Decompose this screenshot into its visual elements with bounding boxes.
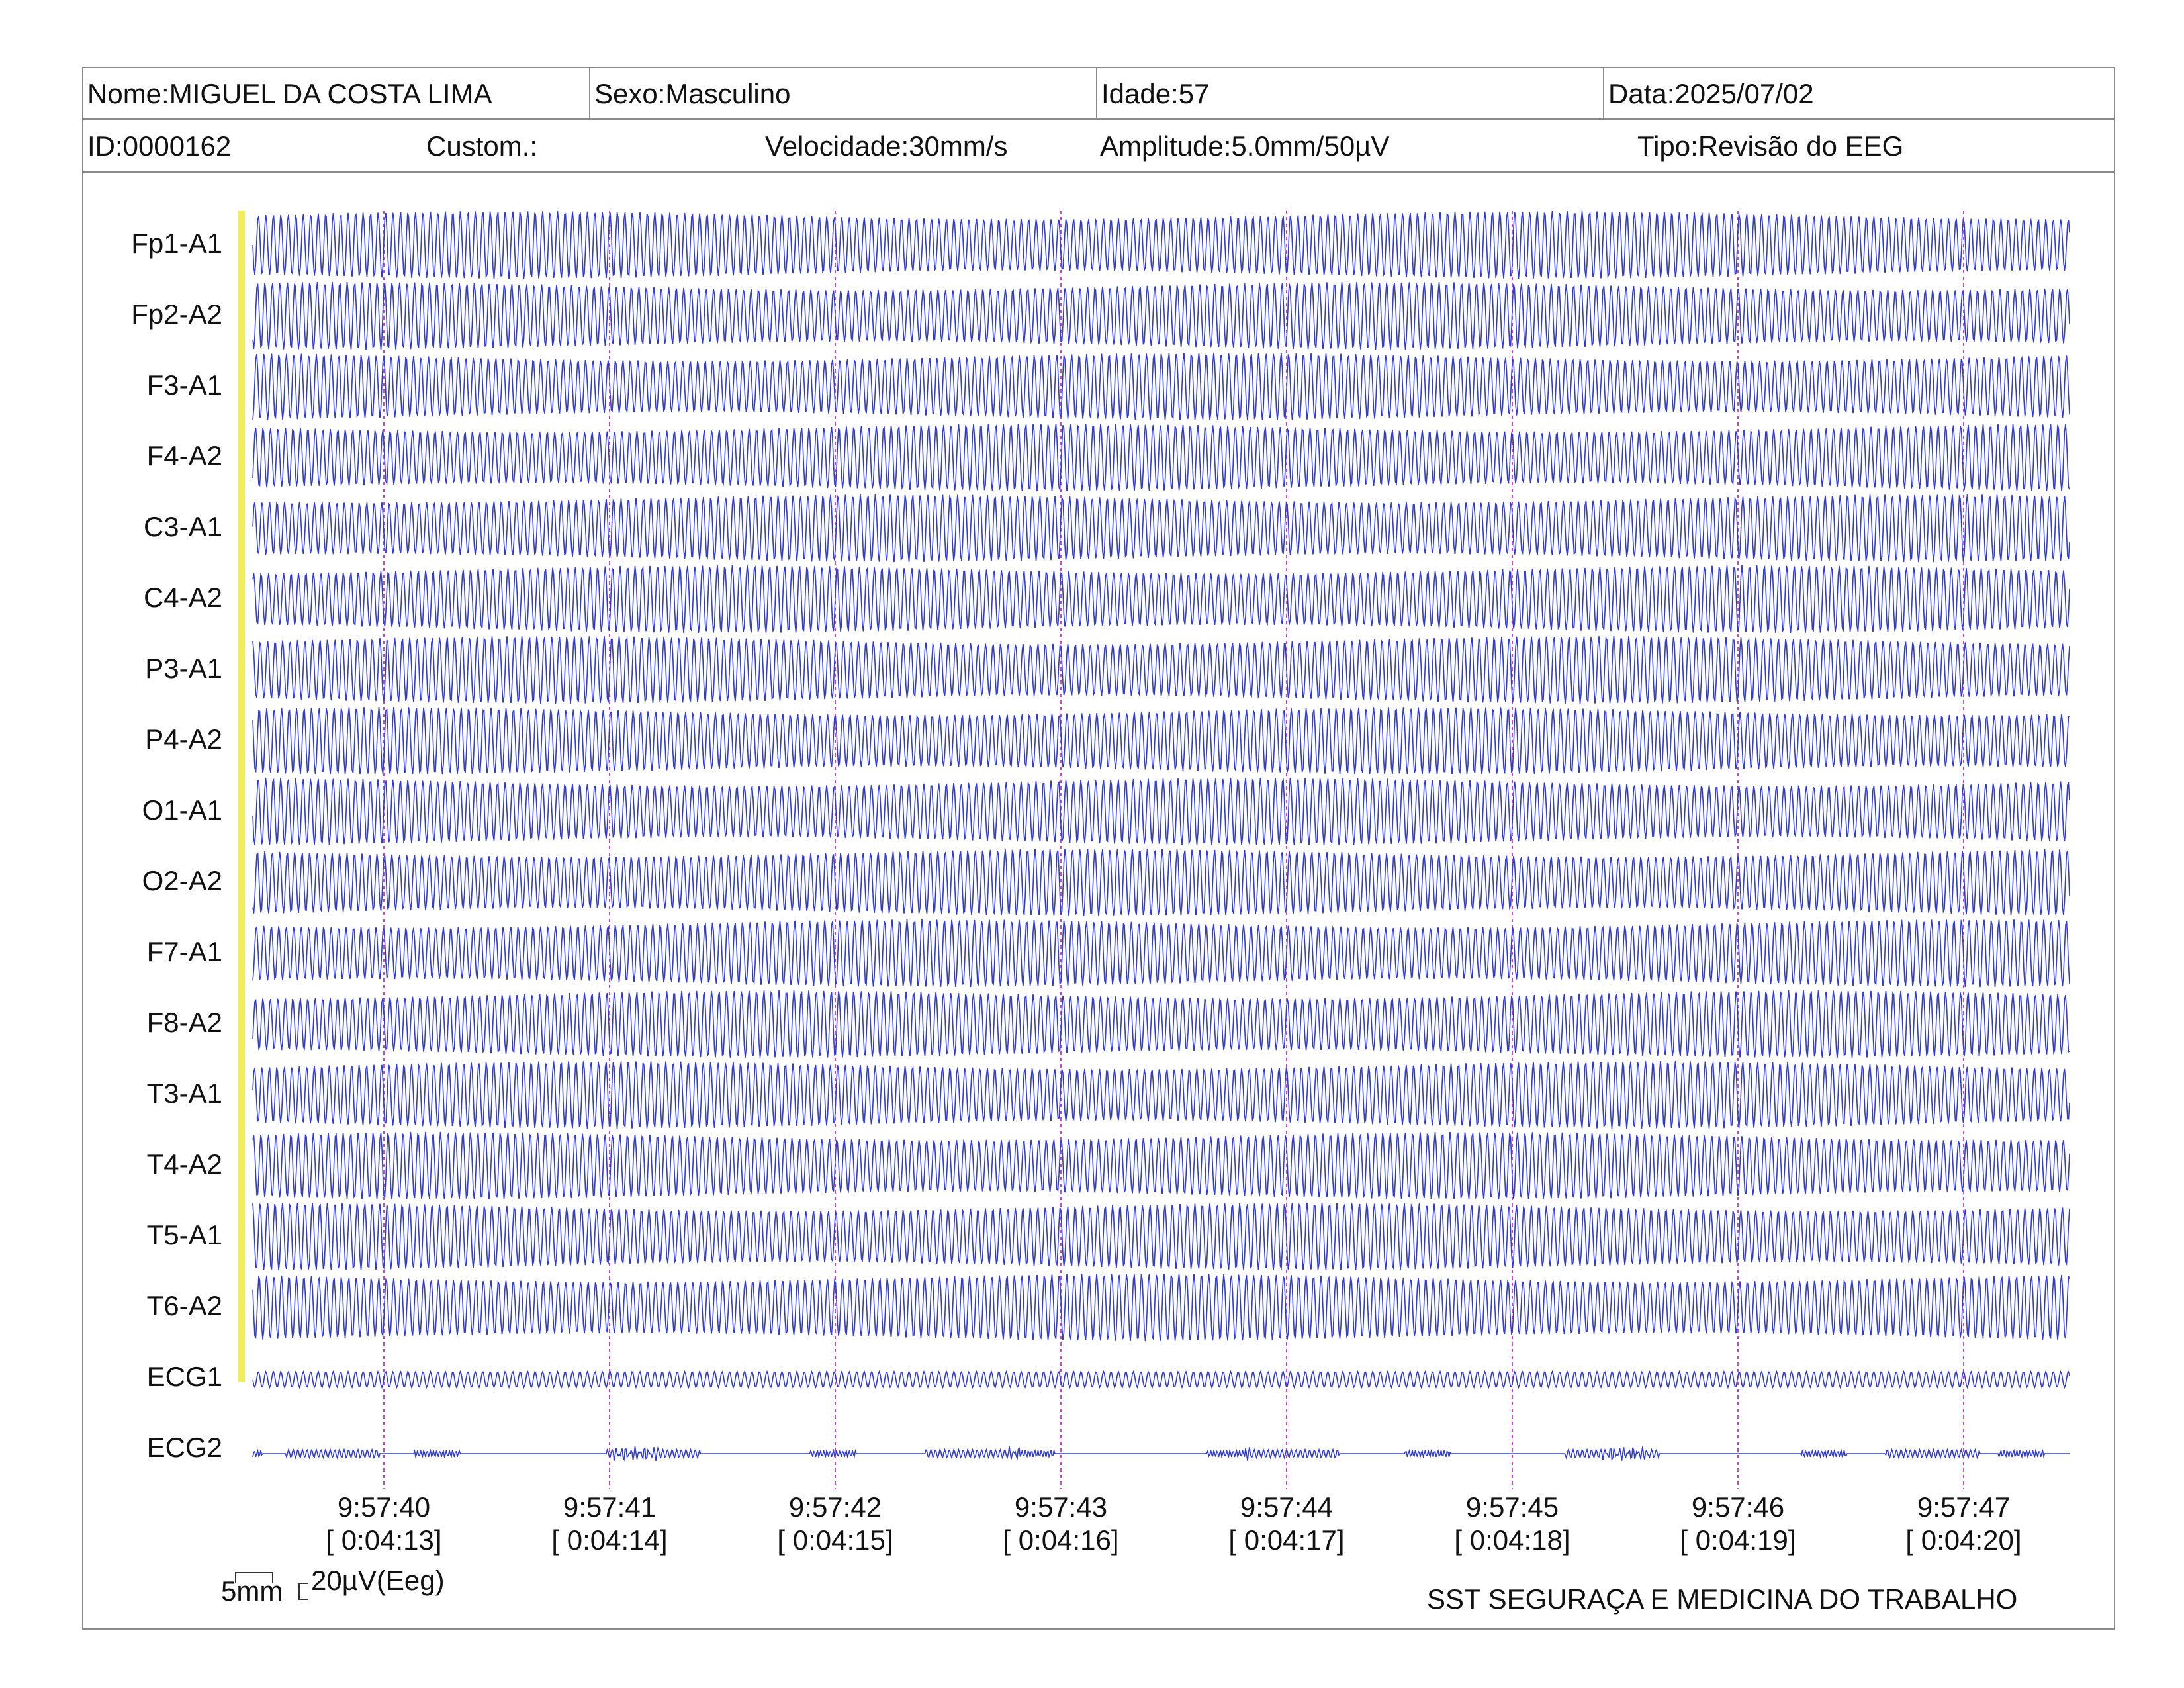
clock-time: 9:57:44 [1240, 1491, 1334, 1523]
trace-t4-a2 [252, 1131, 2070, 1200]
clock-time: 9:57:45 [1465, 1491, 1559, 1523]
elapsed-time: [ 0:04:19] [1680, 1524, 1796, 1556]
trace-t6-a2 [252, 1274, 2070, 1342]
clock-time: 9:57:40 [337, 1491, 431, 1523]
clock-time: 9:57:41 [563, 1491, 657, 1523]
patient-age: Idade:57 [1096, 68, 1603, 118]
trace-ecg1 [252, 1370, 2070, 1389]
elapsed-time: [ 0:04:14] [551, 1524, 668, 1556]
time-label-6: 9:57:45[ 0:04:18] [1433, 1491, 1592, 1557]
time-scale-label: 5mm [221, 1575, 283, 1607]
trace-t3-a1 [252, 1061, 2070, 1129]
trace-f3-a1 [252, 352, 2070, 420]
report-frame: Nome:MIGUEL DA COSTA LIMA Sexo:Masculino… [82, 67, 2115, 1630]
trace-o1-a1 [252, 777, 2070, 845]
clock-time: 9:57:47 [1917, 1491, 2011, 1523]
amplitude-setting: Amplitude:5.0mm/50µV [1100, 130, 1390, 162]
channel-label-ecg1: ECG1 [146, 1361, 222, 1392]
channel-label-f4-a2: F4-A2 [146, 440, 222, 471]
header-row-2: ID:0000162 Custom.: Velocidade:30mm/s Am… [83, 120, 2114, 173]
channel-label-f7-a1: F7-A1 [146, 936, 222, 967]
channel-label-o2-a2: O2-A2 [142, 865, 222, 896]
trace-c4-a2 [252, 565, 2070, 633]
header-row-1: Nome:MIGUEL DA COSTA LIMA Sexo:Masculino… [83, 68, 2114, 120]
time-label-4: 9:57:43[ 0:04:16] [981, 1491, 1140, 1557]
organization-name: SST SEGURAÇA E MEDICINA DO TRABALHO [1427, 1583, 2018, 1615]
channel-label-fp1-a1: Fp1-A1 [131, 228, 222, 259]
trace-ecg2 [252, 1446, 2070, 1462]
trace-fp2-a2 [252, 281, 2070, 350]
patient-name: Nome:MIGUEL DA COSTA LIMA [87, 78, 492, 109]
trace-f4-a2 [252, 424, 2070, 492]
channel-label-fp2-a2: Fp2-A2 [131, 299, 222, 330]
custom-field: Custom.: [426, 130, 538, 162]
exam-date: Data:2025/07/02 [1603, 68, 2115, 118]
trace-fp1-a1 [252, 211, 2070, 279]
channel-label-c4-a2: C4-A2 [143, 582, 222, 613]
time-scale-bracket [235, 1572, 273, 1583]
channel-label-t5-a1: T5-A1 [146, 1219, 222, 1250]
elapsed-time: [ 0:04:17] [1228, 1524, 1345, 1556]
trace-c3-a1 [252, 494, 2070, 563]
channel-label-f3-a1: F3-A1 [146, 369, 222, 400]
time-label-1: 9:57:40[ 0:04:13] [304, 1491, 463, 1557]
channel-label-t3-a1: T3-A1 [146, 1078, 222, 1109]
calibration-strip [238, 211, 245, 1382]
elapsed-time: [ 0:04:13] [326, 1524, 442, 1556]
amplitude-scale-bracket [298, 1583, 308, 1600]
time-label-5: 9:57:44[ 0:04:17] [1207, 1491, 1366, 1557]
channel-label-t6-a2: T6-A2 [146, 1290, 222, 1321]
time-label-8: 9:57:47[ 0:04:20] [1884, 1491, 2043, 1557]
exam-type: Tipo:Revisão do EEG [1637, 130, 1904, 162]
time-label-2: 9:57:41[ 0:04:14] [530, 1491, 689, 1557]
trace-o2-a2 [252, 849, 2070, 917]
trace-t5-a1 [252, 1202, 2070, 1271]
channel-label-t4-a2: T4-A2 [146, 1149, 222, 1180]
elapsed-time: [ 0:04:15] [777, 1524, 893, 1556]
time-label-7: 9:57:46[ 0:04:19] [1659, 1491, 1817, 1557]
channel-label-o1-a1: O1-A1 [142, 794, 222, 825]
channel-label-p4-a2: P4-A2 [145, 724, 222, 755]
channel-label-c3-a1: C3-A1 [143, 511, 222, 542]
elapsed-time: [ 0:04:20] [1905, 1524, 2022, 1556]
channel-label-f8-a2: F8-A2 [146, 1007, 222, 1038]
trace-f7-a1 [252, 919, 2070, 988]
trace-p3-a1 [252, 635, 2070, 704]
elapsed-time: [ 0:04:18] [1454, 1524, 1570, 1556]
elapsed-time: [ 0:04:16] [1003, 1524, 1119, 1556]
time-label-3: 9:57:42[ 0:04:15] [756, 1491, 915, 1557]
patient-id: ID:0000162 [87, 130, 232, 162]
channel-label-ecg2: ECG2 [146, 1432, 222, 1463]
clock-time: 9:57:43 [1014, 1491, 1108, 1523]
trace-f8-a2 [252, 990, 2070, 1058]
patient-sex: Sexo:Masculino [589, 68, 1096, 118]
amplitude-scale-label: 20µV(Eeg) [311, 1565, 445, 1596]
paper-speed: Velocidade:30mm/s [765, 130, 1008, 162]
channel-label-p3-a1: P3-A1 [145, 653, 222, 684]
clock-time: 9:57:46 [1691, 1491, 1785, 1523]
trace-p4-a2 [252, 706, 2070, 775]
clock-time: 9:57:42 [788, 1491, 882, 1523]
